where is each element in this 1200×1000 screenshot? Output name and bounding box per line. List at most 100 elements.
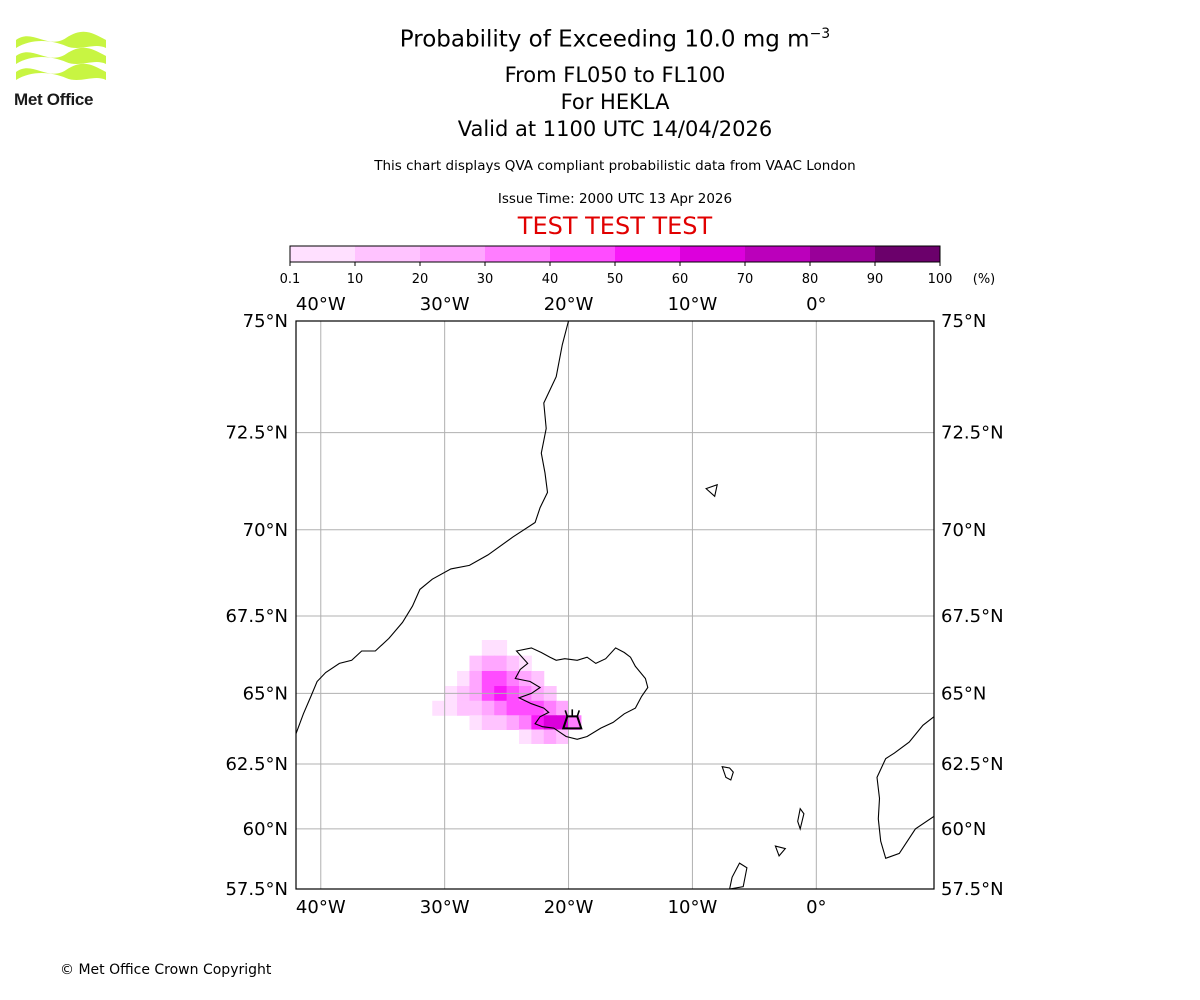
- plume-cell: [531, 700, 545, 716]
- colorbar-tick-label: 80: [802, 272, 819, 287]
- lat-label-left: 67.5°N: [225, 606, 288, 627]
- greenland-coastline: [296, 321, 570, 734]
- chart-title: Probability of Exceeding 10.0 mg m−3: [300, 26, 930, 53]
- lat-label-left: 72.5°N: [225, 423, 288, 444]
- colorbar-tick-label: 20: [412, 272, 429, 287]
- plume-cell: [518, 729, 532, 744]
- plume-layer: [432, 640, 582, 744]
- lon-label-bottom: 0°: [806, 897, 826, 918]
- plume-cell: [543, 700, 557, 716]
- plume-cell: [457, 700, 470, 716]
- lon-label-top: 10°W: [668, 294, 718, 315]
- plume-cell: [506, 670, 520, 687]
- lon-label-bottom: 30°W: [420, 897, 470, 918]
- plume-cell: [531, 715, 545, 730]
- land-coastline: [721, 765, 734, 781]
- colorbar-swatch: [875, 246, 940, 262]
- colorbar-swatch: [290, 246, 355, 262]
- plume-cell: [494, 700, 508, 716]
- plume-cell: [444, 700, 458, 716]
- map-background: [296, 321, 934, 889]
- colorbar-tick-label: 10: [347, 272, 364, 287]
- volcano-eruption-lines: [564, 709, 581, 717]
- lat-label-right: 60°N: [941, 819, 986, 840]
- plume-cell: [457, 670, 470, 687]
- plume-cell: [506, 715, 520, 730]
- lon-label-top: 40°W: [296, 294, 346, 315]
- plume-cell: [494, 655, 508, 672]
- valid-time-subtitle: Valid at 1100 UTC 14/04/2026: [457, 117, 773, 141]
- land-coastline: [705, 483, 718, 498]
- land-coastline: [514, 647, 649, 740]
- plume-cell: [481, 715, 495, 730]
- land-coastline: [797, 807, 805, 831]
- graticule: [296, 321, 934, 889]
- colorbar-swatch: [745, 246, 810, 262]
- lon-label-top: 0°: [806, 294, 826, 315]
- colorbar-swatch: [810, 246, 875, 262]
- plume-cell: [518, 670, 532, 687]
- copyright-notice: © Met Office Crown Copyright: [60, 962, 272, 978]
- plume-cell: [469, 715, 483, 730]
- lon-label-bottom: 40°W: [296, 897, 346, 918]
- plume-cell: [518, 700, 532, 716]
- plume-cell: [531, 729, 545, 744]
- colorbar-tick-label: 70: [737, 272, 754, 287]
- lat-label-right: 67.5°N: [941, 606, 1004, 627]
- colorbar-swatch: [615, 246, 680, 262]
- colorbar-swatch: [550, 246, 615, 262]
- plume-cell: [543, 715, 557, 730]
- plume-cell: [494, 640, 508, 657]
- volcano-subtitle: For HEKLA: [560, 90, 670, 114]
- plume-cell: [481, 655, 495, 672]
- colorbar-tick-label: 90: [867, 272, 884, 287]
- colorbar-swatch: [420, 246, 485, 262]
- lat-label-left: 57.5°N: [225, 879, 288, 900]
- plume-cell: [469, 655, 483, 672]
- land-coastline: [774, 845, 787, 857]
- lat-label-left: 60°N: [243, 819, 288, 840]
- plume-cell: [432, 700, 446, 716]
- axis-labels: 40°W 40°W 30°W 30°W 20°W 20°W 10°W 10°W 0° 0° 75°N…: [225, 294, 1003, 918]
- colorbar-unit: (%): [973, 272, 996, 287]
- plume-cell: [506, 655, 520, 672]
- plume-cell: [481, 640, 495, 657]
- qva-note: This chart displays QVA compliant probab…: [374, 158, 856, 174]
- lon-label-bottom: 10°W: [668, 897, 718, 918]
- coastline-layer: [296, 321, 934, 889]
- plume-cell: [469, 670, 483, 687]
- land-coastline: [729, 862, 748, 889]
- test-banner: TEST TEST TEST: [517, 212, 713, 240]
- map-panel: 40°W 40°W 30°W 30°W 20°W 20°W 10°W 10°W 0° 0° 75°N…: [225, 294, 1003, 918]
- plume-cell: [494, 670, 508, 687]
- lat-label-left: 70°N: [243, 520, 288, 541]
- flight-level-subtitle: From FL050 to FL100: [504, 63, 726, 87]
- colorbar-tick-label: 30: [477, 272, 494, 287]
- volcano-icon: [561, 709, 583, 730]
- plume-cell: [494, 715, 508, 730]
- lat-label-right: 75°N: [941, 311, 986, 332]
- plume-cell: [481, 670, 495, 687]
- logo-text: Met Office: [14, 90, 94, 109]
- plume-cell: [543, 729, 557, 744]
- met-office-logo: Met Office: [14, 30, 110, 114]
- title-exponent: −3: [809, 26, 831, 42]
- plume-cell: [469, 700, 483, 716]
- colorbar-tick-label: 0.1: [280, 272, 301, 287]
- met-office-waves-icon: [16, 31, 106, 80]
- lat-label-left: 65°N: [243, 683, 288, 704]
- map-frame: [295, 320, 935, 890]
- plume-cell: [518, 715, 532, 730]
- volcano-marker-layer: [561, 709, 583, 730]
- lon-label-top: 20°W: [544, 294, 594, 315]
- lon-label-top: 30°W: [420, 294, 470, 315]
- lat-label-right: 57.5°N: [941, 879, 1004, 900]
- lat-label-left: 62.5°N: [225, 754, 288, 775]
- colorbar-tick-label: 50: [607, 272, 624, 287]
- lat-label-right: 62.5°N: [941, 754, 1004, 775]
- lat-label-right: 65°N: [941, 683, 986, 704]
- colorbar-swatch: [485, 246, 550, 262]
- lat-label-right: 70°N: [941, 520, 986, 541]
- issue-time: Issue Time: 2000 UTC 13 Apr 2026: [497, 191, 733, 207]
- colorbar-swatch: [680, 246, 745, 262]
